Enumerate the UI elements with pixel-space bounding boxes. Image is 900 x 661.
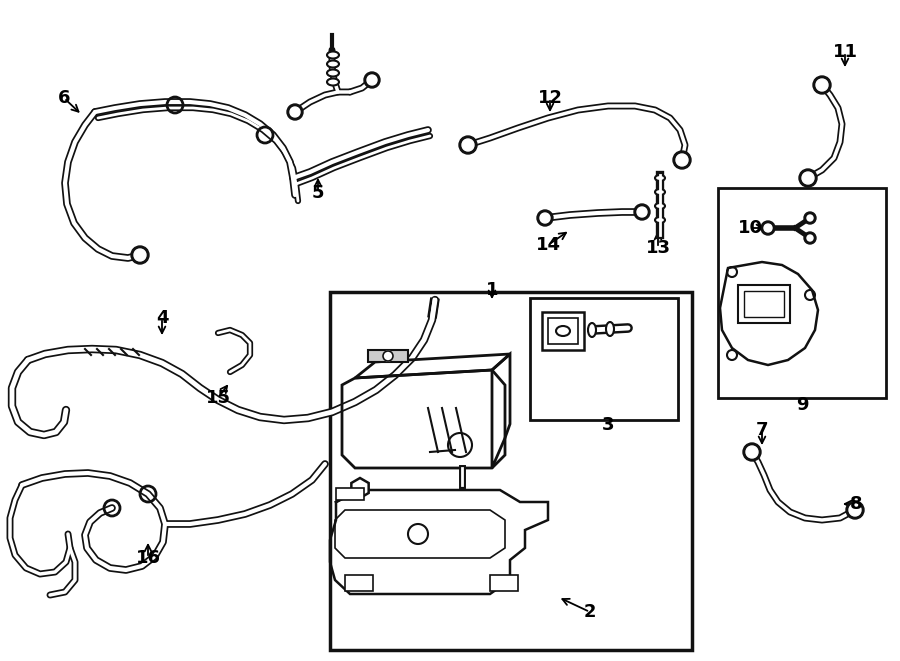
- Circle shape: [462, 139, 474, 151]
- Ellipse shape: [327, 61, 339, 67]
- Ellipse shape: [655, 189, 665, 195]
- Ellipse shape: [655, 175, 665, 181]
- Bar: [542, 312, 584, 350]
- Circle shape: [540, 213, 550, 223]
- Circle shape: [637, 207, 647, 217]
- Ellipse shape: [588, 323, 596, 337]
- Circle shape: [634, 204, 650, 220]
- Ellipse shape: [327, 79, 339, 85]
- Text: 6: 6: [58, 89, 70, 107]
- Circle shape: [799, 169, 817, 187]
- Circle shape: [743, 443, 761, 461]
- Bar: [345, 575, 373, 591]
- Circle shape: [807, 235, 813, 241]
- Bar: [368, 350, 408, 362]
- Circle shape: [816, 79, 828, 91]
- Circle shape: [287, 104, 303, 120]
- Text: 10: 10: [737, 219, 762, 237]
- Bar: [548, 318, 578, 344]
- Circle shape: [459, 136, 477, 154]
- Text: 14: 14: [536, 236, 561, 254]
- Bar: [744, 291, 784, 317]
- Text: 5: 5: [311, 184, 324, 202]
- Circle shape: [364, 72, 380, 88]
- Circle shape: [802, 172, 814, 184]
- Text: 3: 3: [602, 416, 614, 434]
- Bar: [530, 298, 678, 420]
- Bar: [336, 488, 364, 500]
- Text: 11: 11: [832, 43, 858, 61]
- Circle shape: [290, 107, 300, 117]
- Bar: [738, 285, 790, 323]
- Ellipse shape: [327, 52, 339, 59]
- Bar: [718, 188, 886, 398]
- Circle shape: [676, 154, 688, 166]
- Text: 7: 7: [756, 421, 769, 439]
- Text: 15: 15: [205, 389, 230, 407]
- Circle shape: [134, 249, 146, 261]
- Text: 9: 9: [796, 396, 808, 414]
- Circle shape: [849, 504, 861, 516]
- Circle shape: [367, 75, 377, 85]
- Bar: [490, 575, 518, 591]
- Circle shape: [761, 221, 775, 235]
- Text: 13: 13: [645, 239, 670, 257]
- Circle shape: [537, 210, 553, 226]
- Circle shape: [764, 224, 772, 232]
- Circle shape: [813, 76, 831, 94]
- Circle shape: [673, 151, 691, 169]
- Circle shape: [804, 232, 816, 244]
- Circle shape: [846, 501, 864, 519]
- Circle shape: [383, 351, 393, 361]
- Text: 4: 4: [156, 309, 168, 327]
- Text: 8: 8: [850, 495, 862, 513]
- Text: 2: 2: [584, 603, 596, 621]
- Ellipse shape: [655, 217, 665, 223]
- Circle shape: [807, 215, 813, 221]
- Bar: [330, 292, 692, 650]
- Ellipse shape: [606, 322, 614, 336]
- Circle shape: [804, 212, 816, 224]
- Text: 16: 16: [136, 549, 160, 567]
- Ellipse shape: [655, 203, 665, 209]
- Text: 1: 1: [486, 281, 499, 299]
- Text: 12: 12: [537, 89, 562, 107]
- Circle shape: [131, 246, 149, 264]
- Circle shape: [746, 446, 758, 458]
- Ellipse shape: [327, 69, 339, 77]
